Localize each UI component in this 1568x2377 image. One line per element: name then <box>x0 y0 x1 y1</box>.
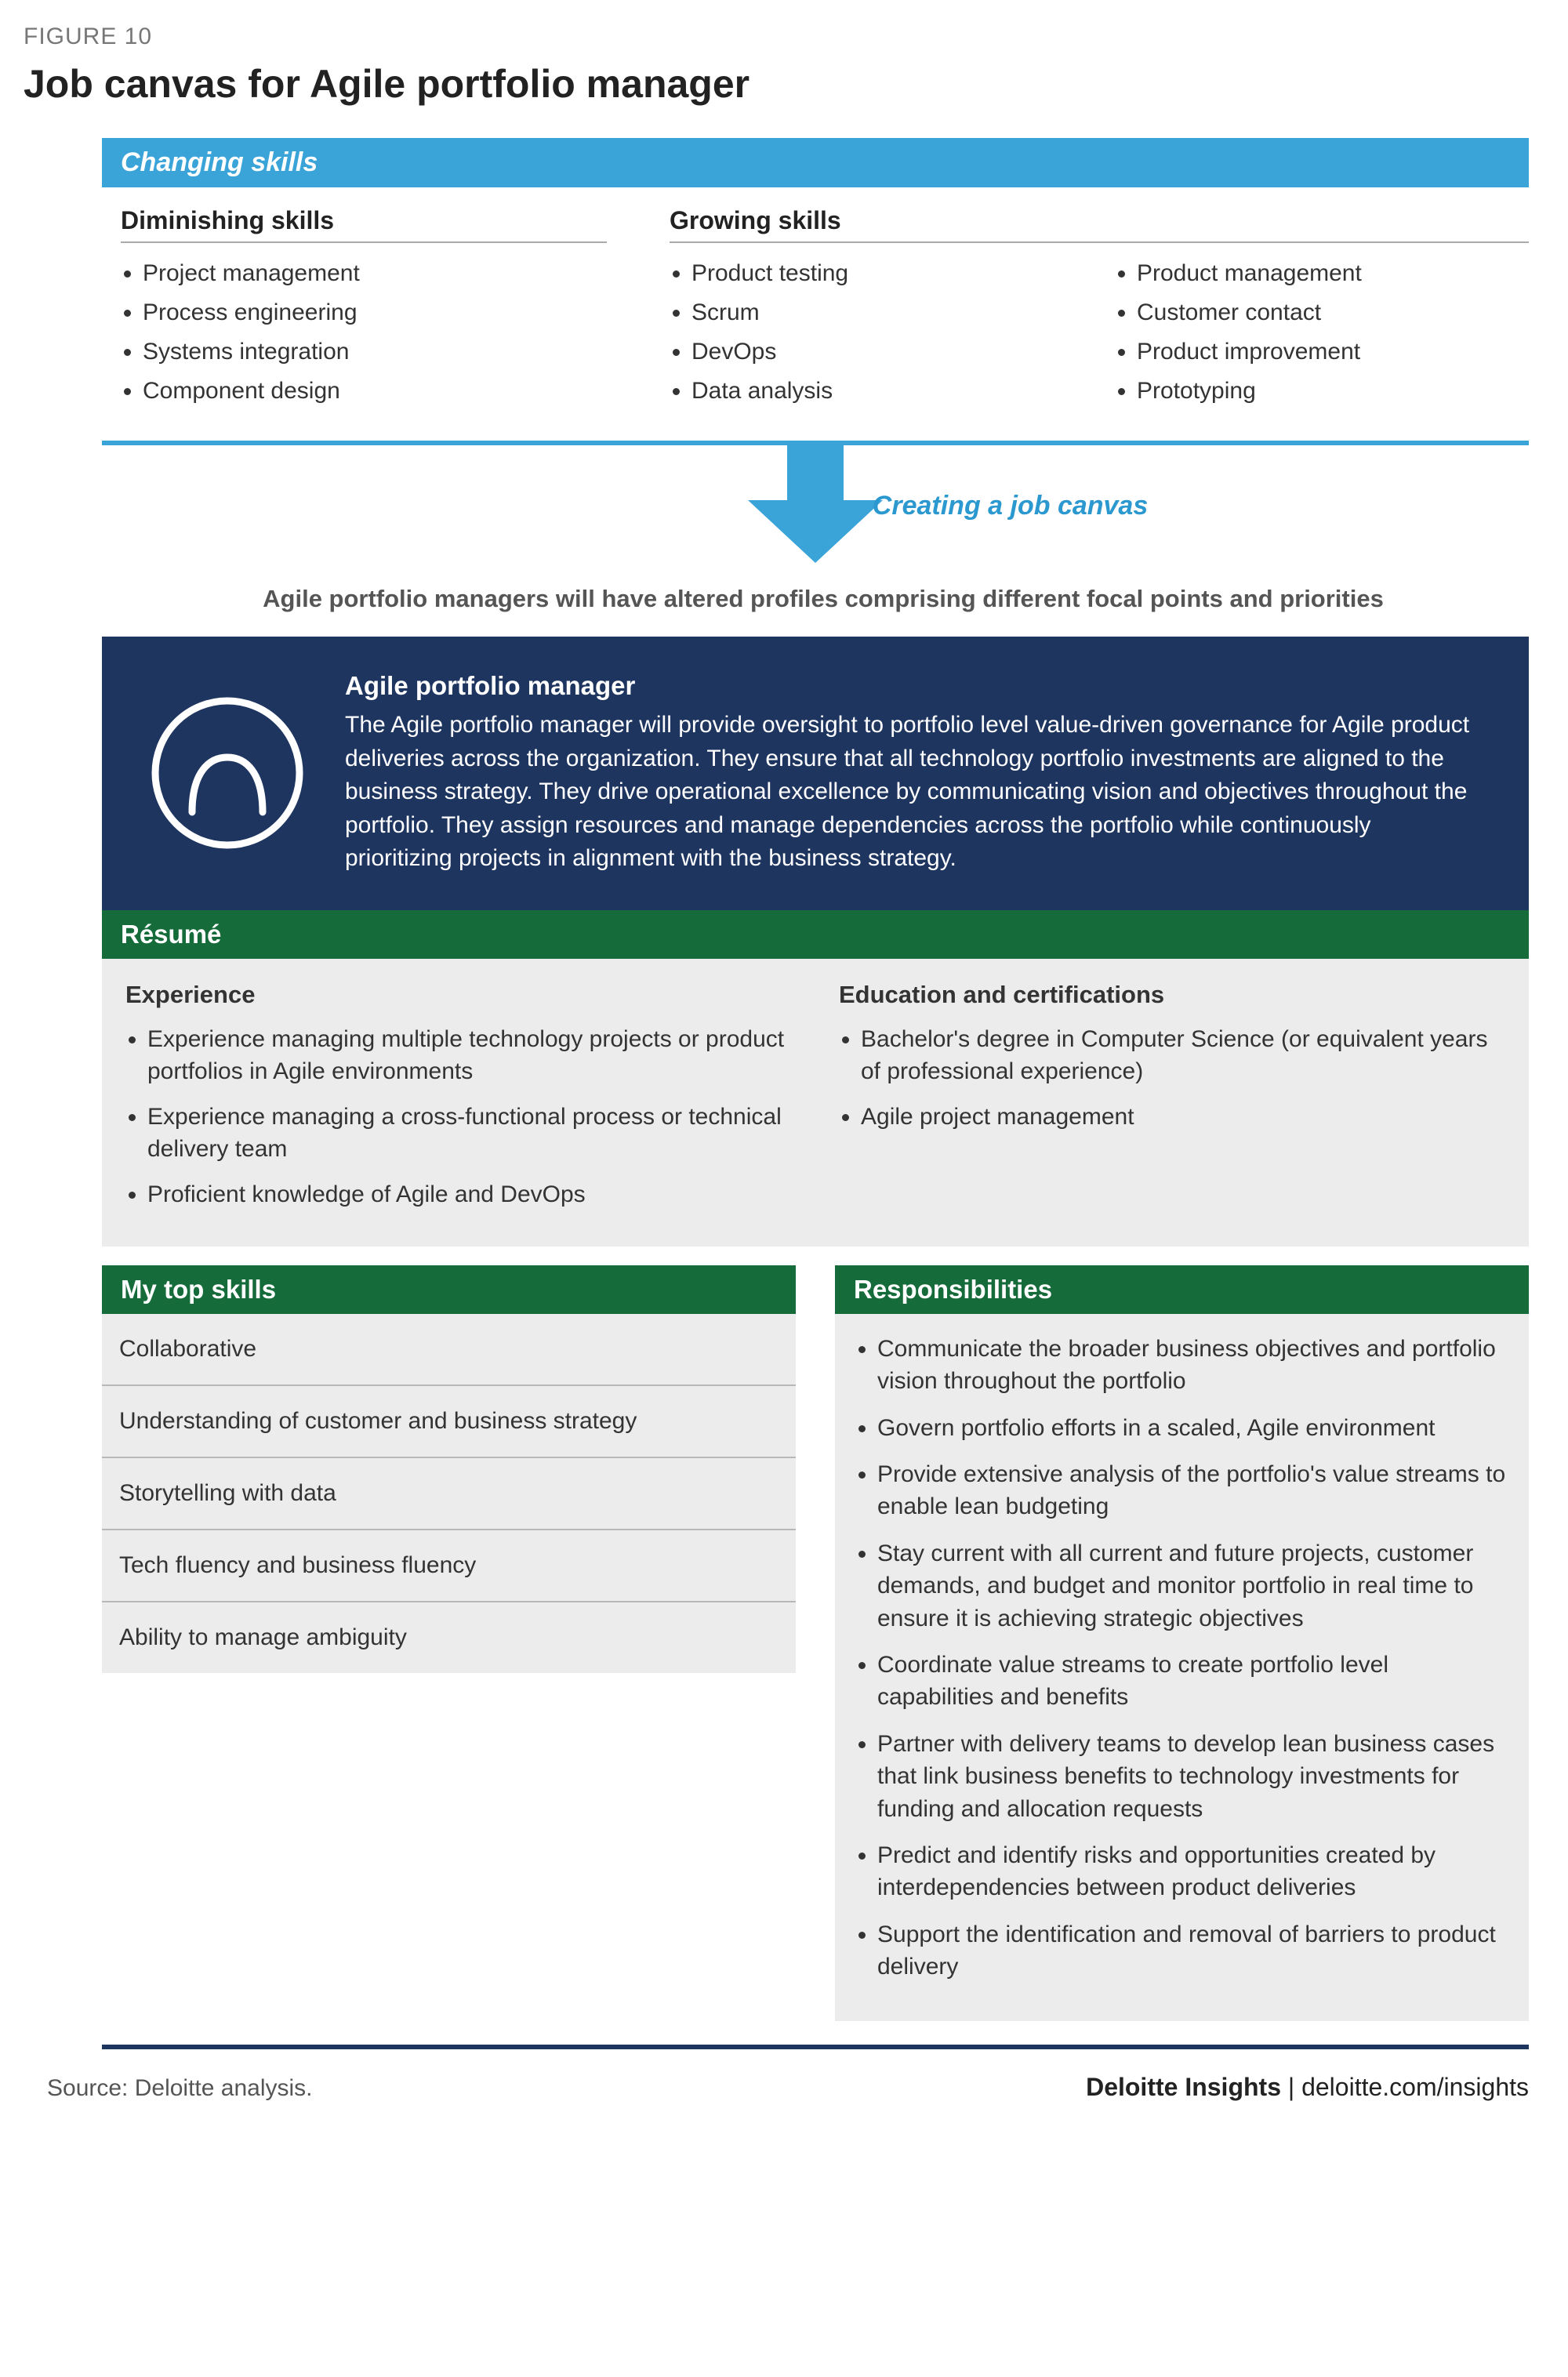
list-item: Bachelor's degree in Computer Science (o… <box>861 1023 1505 1088</box>
bottom-rule <box>102 2045 1529 2049</box>
diminishing-column: Diminishing skills Project management Pr… <box>121 206 607 417</box>
experience-heading: Experience <box>125 981 792 1009</box>
profile-body: The Agile portfolio manager will provide… <box>345 709 1482 876</box>
list-item: Coordinate value streams to create portf… <box>877 1649 1508 1714</box>
responsibilities-header: Responsibilities <box>835 1265 1529 1314</box>
list-item: Product testing <box>691 260 1083 287</box>
list-item: Experience managing multiple technology … <box>147 1023 792 1088</box>
growing-heading: Growing skills <box>670 206 1529 243</box>
bottom-row: My top skills Collaborative Understandin… <box>102 1265 1529 2021</box>
list-item: Predict and identify risks and opportuni… <box>877 1839 1508 1904</box>
experience-column: Experience Experience managing multiple … <box>125 981 792 1223</box>
brand-text: Deloitte Insights | deloitte.com/insight… <box>1086 2073 1529 2102</box>
arrow-section: Creating a job canvas <box>102 445 1529 563</box>
list-item: Stay current with all current and future… <box>877 1537 1508 1635</box>
brand-rest: | deloitte.com/insights <box>1281 2073 1529 2101</box>
resume-columns: Experience Experience managing multiple … <box>102 959 1529 1247</box>
brand-bold: Deloitte Insights <box>1086 2073 1281 2101</box>
growing-list-b: Product management Customer contact Prod… <box>1115 260 1529 405</box>
responsibilities-list: Communicate the broader business objecti… <box>855 1333 1508 1983</box>
growing-list-a: Product testing Scrum DevOps Data analys… <box>670 260 1083 405</box>
list-item: Support the identification and removal o… <box>877 1918 1508 1983</box>
responsibilities-body: Communicate the broader business objecti… <box>835 1314 1529 2021</box>
list-item: Provide extensive analysis of the portfo… <box>877 1458 1508 1523</box>
list-item: Process engineering <box>143 299 607 326</box>
changing-skills-section: Changing skills Diminishing skills Proje… <box>102 138 1529 441</box>
arrow-down-icon <box>745 445 886 563</box>
list-item: Product improvement <box>1137 339 1529 365</box>
profile-box: Agile portfolio manager The Agile portfo… <box>102 637 1529 910</box>
figure-page: FIGURE 10 Job canvas for Agile portfolio… <box>0 0 1568 2133</box>
list-item: Prototyping <box>1137 378 1529 405</box>
list-item: Partner with delivery teams to develop l… <box>877 1728 1508 1825</box>
top-skills-column: My top skills Collaborative Understandin… <box>102 1265 796 2021</box>
source-text: Source: Deloitte analysis. <box>47 2075 313 2102</box>
list-item: Proficient knowledge of Agile and DevOps <box>147 1178 792 1210</box>
arrow-label: Creating a job canvas <box>873 491 1148 521</box>
list-item: Data analysis <box>691 378 1083 405</box>
list-item: Customer contact <box>1137 299 1529 326</box>
resume-header: Résumé <box>102 910 1529 959</box>
diminishing-heading: Diminishing skills <box>121 206 607 243</box>
source-row: Source: Deloitte analysis. Deloitte Insi… <box>24 2073 1544 2102</box>
skill-item: Ability to manage ambiguity <box>102 1602 796 1673</box>
profile-icon-wrap <box>141 671 314 876</box>
list-item: Govern portfolio efforts in a scaled, Ag… <box>877 1412 1508 1444</box>
growing-column: Growing skills Product testing Scrum Dev… <box>670 206 1529 417</box>
list-item: Project management <box>143 260 607 287</box>
profile-text: Agile portfolio manager The Agile portfo… <box>345 671 1482 876</box>
list-item: Scrum <box>691 299 1083 326</box>
growing-subcolumns: Product testing Scrum DevOps Data analys… <box>670 260 1529 417</box>
list-item: Component design <box>143 378 607 405</box>
top-skills-header: My top skills <box>102 1265 796 1314</box>
skill-item: Tech fluency and business fluency <box>102 1530 796 1602</box>
list-item: DevOps <box>691 339 1083 365</box>
skill-item: Collaborative <box>102 1314 796 1386</box>
education-list: Bachelor's degree in Computer Science (o… <box>839 1023 1505 1133</box>
top-skills-body: Collaborative Understanding of customer … <box>102 1314 796 1673</box>
education-heading: Education and certifications <box>839 981 1505 1009</box>
figure-number: FIGURE 10 <box>24 24 1544 50</box>
figure-title: Job canvas for Agile portfolio manager <box>24 61 1544 107</box>
person-icon <box>149 695 306 851</box>
list-item: Systems integration <box>143 339 607 365</box>
list-item: Communicate the broader business objecti… <box>877 1333 1508 1398</box>
resume-section: Résumé Experience Experience managing mu… <box>102 910 1529 1247</box>
list-item: Product management <box>1137 260 1529 287</box>
changing-skills-header: Changing skills <box>102 138 1529 187</box>
list-item: Experience managing a cross-functional p… <box>147 1101 792 1166</box>
subtitle: Agile portfolio managers will have alter… <box>149 585 1497 613</box>
skill-item: Storytelling with data <box>102 1458 796 1530</box>
profile-heading: Agile portfolio manager <box>345 671 1482 701</box>
education-column: Education and certifications Bachelor's … <box>839 981 1505 1223</box>
diminishing-list: Project management Process engineering S… <box>121 260 607 405</box>
skills-columns: Diminishing skills Project management Pr… <box>102 206 1529 441</box>
skill-item: Understanding of customer and business s… <box>102 1386 796 1458</box>
responsibilities-column: Responsibilities Communicate the broader… <box>835 1265 1529 2021</box>
experience-list: Experience managing multiple technology … <box>125 1023 792 1210</box>
list-item: Agile project management <box>861 1101 1505 1133</box>
